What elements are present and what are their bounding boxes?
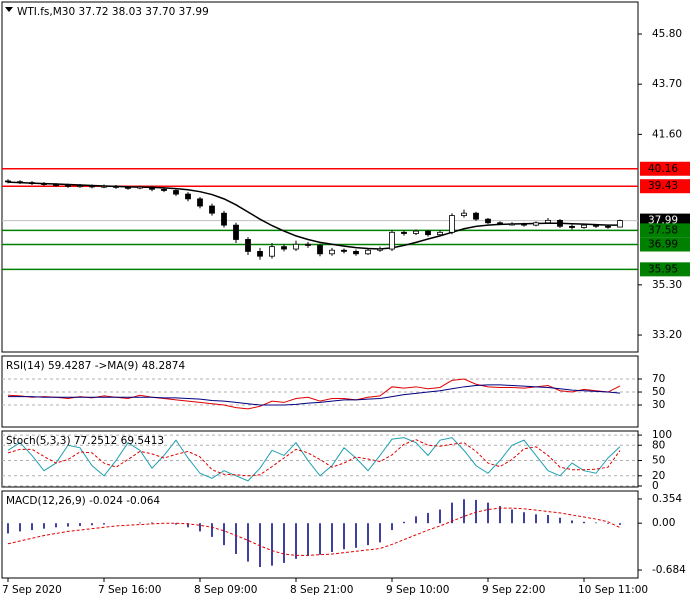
candle-body <box>197 198 203 207</box>
candle-body <box>425 230 431 236</box>
candle-body <box>581 224 587 228</box>
candle-body <box>293 243 299 250</box>
moving-average <box>7 181 620 250</box>
candle-body <box>149 186 155 190</box>
candle-body <box>461 212 467 216</box>
y-tick-label: 45.80 <box>652 28 682 40</box>
y-tick-label: 70 <box>652 373 665 385</box>
candle-body <box>281 246 287 250</box>
x-tick-label: 9 Sep 22:00 <box>482 584 545 596</box>
y-tick-label: -0.684 <box>652 564 686 576</box>
candle-body <box>113 185 119 188</box>
candle-body <box>89 185 95 188</box>
x-tick-label: 8 Sep 21:00 <box>290 584 353 596</box>
panel-title: MACD(12,26,9) -0.024 -0.064 <box>6 495 160 507</box>
panel-title: WTI.fs,M30 37.72 38.03 37.70 37.99 <box>17 6 209 18</box>
candle-body <box>17 181 23 184</box>
x-tick-label: 10 Sep 11:00 <box>578 584 648 596</box>
indicator-line <box>7 439 621 477</box>
level-label: 40.16 <box>648 163 678 175</box>
level-label-box <box>640 179 690 194</box>
candle-body <box>245 239 251 252</box>
level-label-box <box>640 262 690 277</box>
y-tick-label: 0 <box>652 480 659 492</box>
y-tick-label: 30 <box>652 399 665 411</box>
candle-body <box>557 219 563 227</box>
candle-body <box>413 230 419 234</box>
candle-body <box>53 184 59 186</box>
candle-body <box>605 225 611 228</box>
level-label: 39.43 <box>648 180 678 192</box>
candle-body <box>161 188 167 191</box>
panel-frame <box>1 1 639 353</box>
panel-title: Stoch(5,3,3) 77.2512 69.5413 <box>6 435 164 447</box>
candle-body <box>473 212 479 220</box>
candle-body <box>41 182 47 185</box>
candle-body <box>521 223 527 226</box>
candle-body <box>125 186 131 189</box>
candle-body <box>341 249 347 252</box>
indicator-line <box>7 507 621 556</box>
candle-body <box>545 219 551 224</box>
candle-body <box>221 212 227 226</box>
x-tick-label: 9 Sep 10:00 <box>386 584 449 596</box>
candle-body <box>437 231 443 236</box>
menu-icon <box>5 7 13 12</box>
candle-body <box>101 185 107 188</box>
candle-body <box>533 222 539 226</box>
candle-body <box>269 246 275 257</box>
y-tick-label: 50 <box>652 455 665 467</box>
x-tick-label: 7 Sep 16:00 <box>98 584 161 596</box>
candle-body <box>509 223 515 226</box>
candle-body <box>593 224 599 227</box>
y-tick-label: 43.70 <box>652 78 682 90</box>
candle-body <box>5 180 11 183</box>
level-label: 36.99 <box>648 238 678 250</box>
candle-body <box>389 231 395 250</box>
candle-body <box>29 182 35 185</box>
candle-body <box>233 224 239 240</box>
panel-title: RSI(14) 59.4287 ->MA(9) 48.2874 <box>6 360 185 372</box>
candle-body <box>317 245 323 255</box>
candle-body <box>77 185 83 188</box>
indicator-line <box>8 384 621 406</box>
candle-body <box>137 186 143 189</box>
candle-body <box>65 184 71 187</box>
indicator-line <box>7 378 621 410</box>
y-tick-label: 20 <box>652 470 665 482</box>
level-label: 37.58 <box>648 224 678 236</box>
candle-body <box>305 243 311 246</box>
candle-body <box>257 251 263 257</box>
y-tick-label: 41.60 <box>652 128 682 140</box>
x-tick-label: 8 Sep 09:00 <box>194 584 257 596</box>
candle-body <box>329 249 335 255</box>
candle-body <box>185 193 191 200</box>
candle-body <box>377 248 383 251</box>
candle-body <box>485 218 491 224</box>
indicator-line <box>7 437 621 482</box>
candle-body <box>617 220 623 228</box>
candle-body <box>173 190 179 195</box>
candle-body <box>209 205 215 214</box>
candle-body <box>449 215 455 233</box>
level-label: 35.95 <box>648 263 678 275</box>
level-label-box <box>640 223 690 238</box>
candle-body <box>569 225 575 228</box>
candle-body <box>365 249 371 255</box>
panel-frame <box>1 355 639 428</box>
y-tick-label: 50 <box>652 386 665 398</box>
x-tick-label: 7 Sep 2020 <box>2 584 62 596</box>
level-label-box <box>640 161 690 176</box>
y-tick-label: 35.30 <box>652 279 682 291</box>
y-tick-label: 80 <box>652 439 665 451</box>
candle-body <box>353 251 359 255</box>
y-tick-label: 0.354 <box>652 493 682 505</box>
level-label-box <box>640 237 690 252</box>
y-tick-label: 0.00 <box>652 517 675 529</box>
y-tick-label: 33.20 <box>652 329 682 341</box>
candle-body <box>497 222 503 225</box>
candle-body <box>401 231 407 234</box>
y-tick-label: 100 <box>652 429 672 441</box>
